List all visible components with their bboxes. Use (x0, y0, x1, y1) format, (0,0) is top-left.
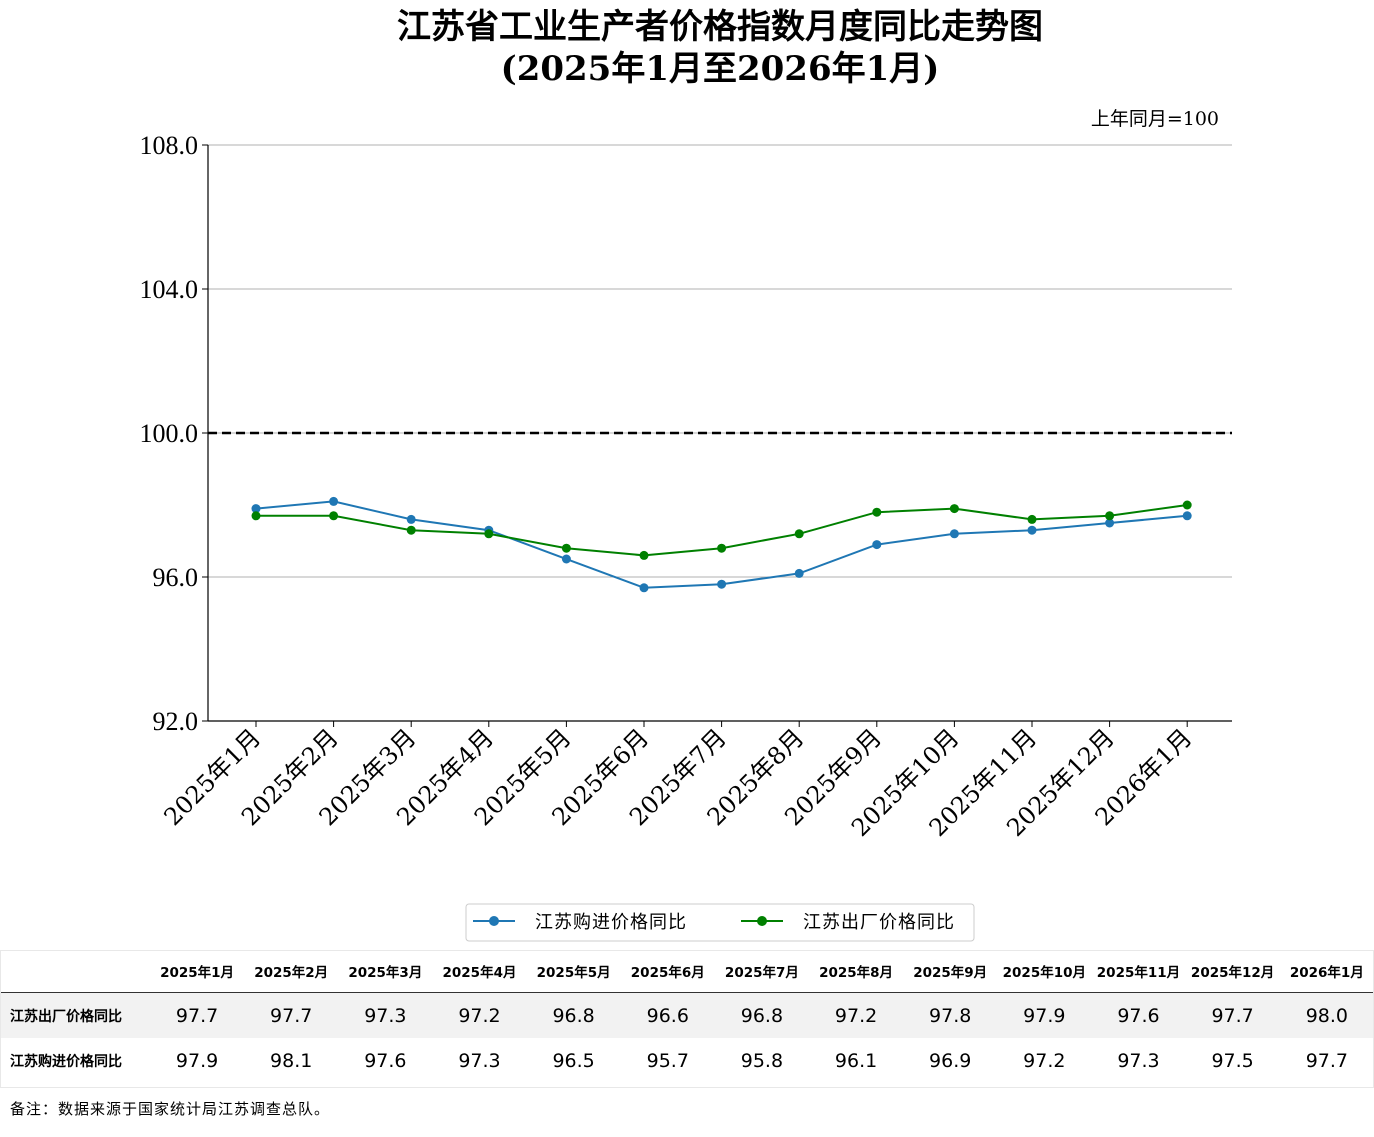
x-ticks: 2025年1月2025年2月2025年3月2025年4月2025年5月2025年… (159, 721, 1197, 842)
table-cell: 98.0 (1279, 992, 1374, 1038)
series-1 (251, 500, 1192, 560)
data-point (1027, 514, 1037, 524)
y-ticks: 92.0 96.0 100.0 104.0 108.0 (140, 131, 208, 736)
table-column-header: 2025年4月 (432, 950, 527, 993)
data-point (1182, 511, 1192, 521)
table-cell: 96.5 (526, 1038, 621, 1083)
data-point (949, 529, 959, 539)
legend: 江苏购进价格同比 江苏出厂价格同比 (465, 903, 975, 942)
table-row: 江苏出厂价格同比 97.7 97.7 97.3 97.2 96.8 96.6 96.8 97.2… (0, 992, 1374, 1038)
table-column-header: 2025年11月 (1091, 950, 1186, 993)
unit-note: 上年同月=100 (1091, 108, 1219, 130)
data-table: 2025年1月 2025年2月 2025年3月 2025年4月 2025年5月 2025年… (0, 950, 1374, 1083)
row-label: 江苏购进价格同比 (0, 1038, 150, 1083)
legend-label-1: 江苏出厂价格同比 (803, 912, 955, 933)
table-row: 江苏购进价格同比 97.9 98.1 97.6 97.3 96.5 95.7 95.8 96.1… (0, 1038, 1374, 1083)
table-cell: 95.7 (620, 1038, 715, 1083)
data-point (717, 543, 727, 553)
table-column-header: 2025年12月 (1185, 950, 1280, 993)
data-point (251, 511, 261, 521)
table-column-header: 2025年7月 (714, 950, 809, 993)
chart-title: 江苏省工业生产者价格指数月度同比走势图 (397, 7, 1043, 47)
table-header-row: 2025年1月 2025年2月 2025年3月 2025年4月 2025年5月 2025年… (0, 950, 1374, 993)
data-point (639, 583, 649, 593)
data-point (1105, 518, 1115, 528)
table-column-header: 2026年1月 (1279, 950, 1374, 993)
row-label: 江苏出厂价格同比 (0, 992, 150, 1038)
table-cell: 97.9 (997, 992, 1092, 1038)
data-point (1182, 500, 1192, 510)
footnote: 备注：数据来源于国家统计局江苏调查总队。 (10, 1100, 331, 1118)
table-cell: 97.5 (1185, 1038, 1280, 1083)
data-point (406, 525, 416, 535)
table-column-header: 2025年6月 (620, 950, 715, 993)
table-cell: 97.3 (338, 992, 433, 1038)
table-cell: 97.6 (338, 1038, 433, 1083)
legend-label-0: 江苏购进价格同比 (535, 912, 687, 933)
data-point (329, 496, 339, 506)
y-tick-label: 96.0 (153, 563, 199, 592)
table-column-header: 2025年5月 (526, 950, 621, 993)
legend-box (465, 903, 975, 942)
data-point (329, 511, 339, 521)
data-point (872, 507, 882, 517)
data-point (717, 579, 727, 589)
table-corner (0, 950, 150, 993)
table-column-header: 2025年9月 (903, 950, 998, 993)
table-cell: 96.8 (714, 992, 809, 1038)
data-point (484, 529, 494, 539)
table-cell: 97.3 (432, 1038, 527, 1083)
table-cell: 96.8 (526, 992, 621, 1038)
data-point (1027, 525, 1037, 535)
chart: 江苏省工业生产者价格指数月度同比走势图 (2025年1月至2026年1月) 上年… (140, 7, 1232, 942)
y-tick-label: 108.0 (140, 131, 199, 160)
table-cell: 97.7 (1279, 1038, 1374, 1083)
table-cell: 97.8 (903, 992, 998, 1038)
legend-marker-1 (757, 916, 767, 926)
series-lines (251, 496, 1192, 593)
data-point (1105, 511, 1115, 521)
y-tick-label: 100.0 (140, 419, 199, 448)
chart-subtitle: (2025年1月至2026年1月) (501, 49, 940, 89)
table-column-header: 2025年8月 (808, 950, 904, 993)
table-cell: 97.2 (997, 1038, 1092, 1083)
data-point (949, 504, 959, 514)
series-0 (251, 496, 1192, 593)
table-cell: 95.8 (714, 1038, 809, 1083)
table-cell: 97.7 (150, 992, 245, 1038)
table-column-header: 2025年2月 (244, 950, 339, 993)
data-point (639, 550, 649, 560)
data-point (794, 529, 804, 539)
table-cell: 97.2 (808, 992, 904, 1038)
y-tick-label: 92.0 (153, 707, 199, 736)
table-cell: 96.9 (903, 1038, 998, 1083)
table-cell: 98.1 (244, 1038, 339, 1083)
data-point (561, 554, 571, 564)
table-cell: 96.6 (620, 992, 715, 1038)
table-cell: 97.7 (244, 992, 339, 1038)
table-cell: 97.9 (150, 1038, 245, 1083)
table-cell: 97.7 (1185, 992, 1280, 1038)
data-point (794, 568, 804, 578)
data-point (406, 514, 416, 524)
table-column-header: 2025年3月 (338, 950, 433, 993)
table-column-header: 2025年10月 (997, 950, 1092, 993)
data-point (561, 543, 571, 553)
table-cell: 97.2 (432, 992, 527, 1038)
table-column-header: 2025年1月 (150, 950, 245, 993)
table-cell: 97.3 (1091, 1038, 1186, 1083)
data-point (872, 540, 882, 550)
data-point (251, 504, 261, 514)
table-cell: 97.6 (1091, 992, 1186, 1038)
table-cell: 96.1 (808, 1038, 904, 1083)
legend-marker-0 (489, 916, 499, 926)
y-tick-label: 104.0 (140, 275, 199, 304)
